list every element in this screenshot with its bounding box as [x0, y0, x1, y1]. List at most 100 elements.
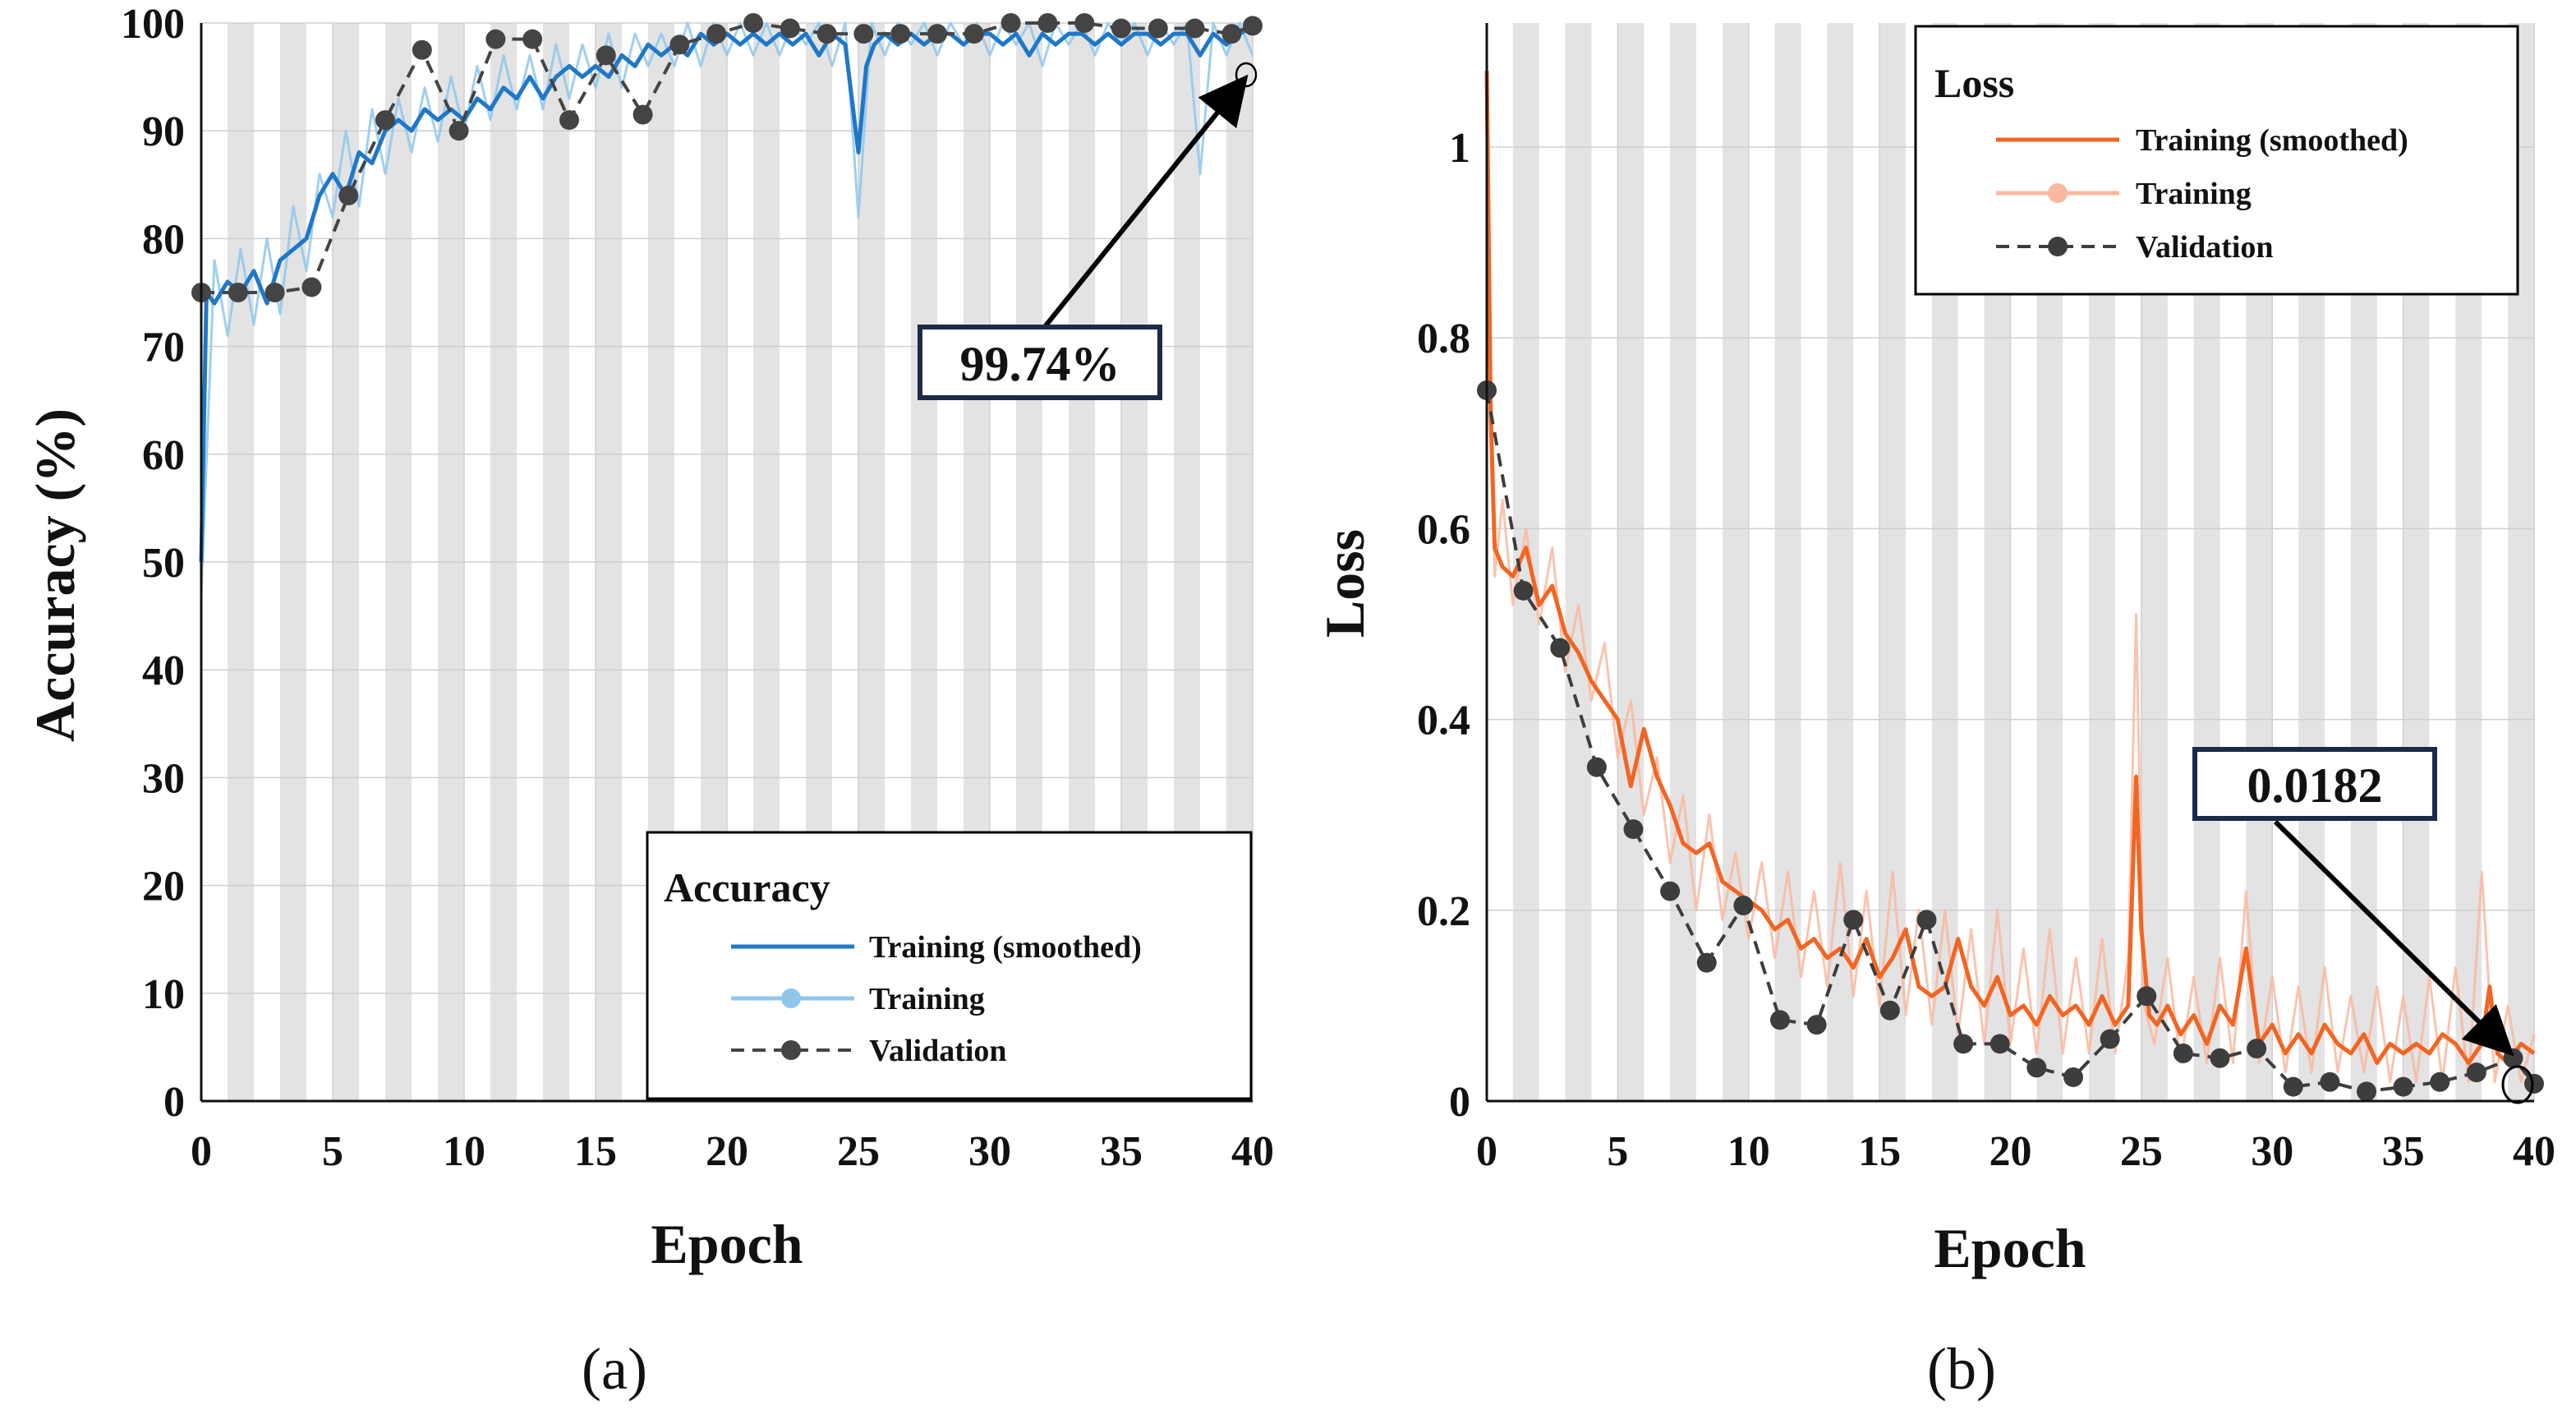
loss-validation-point — [2503, 1048, 2523, 1068]
accuracy-validation-point — [706, 24, 727, 44]
loss-annotation-box — [2192, 747, 2437, 821]
accuracy-axes — [200, 23, 1253, 1103]
accuracy-validation-point — [1074, 13, 1095, 33]
loss-epoch-band — [1617, 23, 1644, 1101]
accuracy-validation-point — [448, 121, 469, 141]
loss-x-tick-label: 15 — [1858, 1128, 1901, 1175]
loss-y-tick-label: 0.2 — [1417, 888, 1470, 935]
loss-validation-point — [1770, 1010, 1790, 1030]
loss-validation-point — [2026, 1058, 2047, 1078]
loss-x-tick-label: 25 — [2120, 1128, 2163, 1175]
loss-y-tick-label: 0.8 — [1417, 316, 1470, 362]
accuracy-validation-point — [743, 13, 763, 33]
accuracy-x-tick-label: 35 — [1100, 1128, 1143, 1175]
loss-validation-point — [1733, 895, 1754, 915]
loss-x-tick-label: 0 — [1476, 1128, 1497, 1175]
accuracy-validation-point — [522, 29, 543, 49]
accuracy-validation-point — [1243, 16, 1263, 36]
loss-validation-point — [1806, 1015, 1827, 1035]
loss-validation-point — [1513, 580, 1534, 601]
loss-x-tick-label: 40 — [2513, 1128, 2555, 1175]
accuracy-validation-point — [927, 24, 947, 44]
loss-validation-point — [1953, 1034, 1974, 1054]
accuracy-y-tick-label: 40 — [142, 647, 185, 694]
accuracy-y-tick-label: 10 — [142, 971, 185, 1018]
accuracy-validation-point — [1148, 18, 1168, 39]
loss-epoch-bands — [1512, 23, 2534, 1101]
accuracy-y-tick-label: 60 — [142, 432, 185, 479]
accuracy-legend-marker-validation — [781, 1040, 801, 1060]
accuracy-annotation-label: 99.74% — [960, 337, 1120, 391]
loss-x-tick-label: 5 — [1607, 1128, 1628, 1175]
loss-legend-entry-smoothed: Training (smoothed) — [2136, 123, 2408, 158]
loss-validation-point — [2393, 1076, 2413, 1097]
accuracy-validation-point — [853, 24, 874, 44]
accuracy-legend: Accuracy Training (smoothed) Training Va… — [646, 831, 1253, 1100]
accuracy-y-tick-label: 100 — [121, 1, 185, 48]
accuracy-validation-point — [669, 35, 690, 55]
loss-validation-point — [1990, 1034, 2010, 1054]
accuracy-validation-point — [816, 24, 837, 44]
loss-validation-point — [1660, 881, 1681, 901]
loss-validation-point — [2430, 1071, 2450, 1092]
loss-validation-point — [2210, 1048, 2230, 1068]
loss-axes — [1485, 23, 2534, 1103]
accuracy-validation-point — [1221, 24, 1242, 44]
accuracy-x-tick-label: 0 — [191, 1128, 212, 1175]
loss-legend-entry-training: Training — [2136, 177, 2252, 211]
loss-validation-point — [2137, 986, 2157, 1007]
accuracy-y-axis-label: Accuracy (%) — [24, 408, 86, 742]
accuracy-validation-point — [1111, 18, 1131, 39]
loss-y-tick-label: 0.4 — [1417, 698, 1470, 744]
loss-chart: 0 5 10 15 20 25 30 35 40 0 0.2 0.4 0.6 0.8 1 Epoch Lo… — [1313, 23, 2555, 1402]
loss-series-training — [1485, 194, 2536, 1084]
accuracy-legend-title: Accuracy — [664, 864, 830, 910]
loss-validation-point — [1550, 638, 1571, 658]
loss-y-tick-label: 0.6 — [1417, 506, 1470, 553]
loss-legend: Loss Training (smoothed) Training Valida… — [1914, 25, 2519, 296]
loss-epoch-band — [1565, 23, 1592, 1101]
loss-x-ticks: 0 5 10 15 20 25 30 35 40 — [1476, 1128, 2555, 1175]
accuracy-validation-point — [301, 277, 322, 297]
accuracy-validation-point — [632, 104, 653, 125]
panel-a-label: (a) — [582, 1336, 647, 1402]
accuracy-y-tick-label: 0 — [163, 1079, 185, 1126]
loss-epoch-band — [1879, 23, 1906, 1101]
accuracy-annotation-box — [918, 325, 1162, 400]
loss-x-tick-label: 20 — [1990, 1128, 2032, 1175]
accuracy-validation-point — [338, 185, 359, 205]
loss-annotation: 0.0182 — [2192, 747, 2534, 1104]
accuracy-legend-box — [646, 831, 1253, 1100]
loss-legend-marker-validation — [2048, 237, 2068, 256]
loss-validation-point — [1623, 819, 1644, 840]
accuracy-validation-point — [228, 283, 248, 302]
loss-y-tick-label: 0 — [1449, 1079, 1470, 1126]
loss-series-training-smoothed — [1484, 71, 2536, 1066]
loss-validation-point — [1586, 757, 1607, 777]
accuracy-annotation-arrow — [1041, 74, 1249, 330]
accuracy-validation-point — [412, 39, 432, 60]
accuracy-legend-entry-training: Training — [869, 982, 985, 1016]
accuracy-x-tick-label: 5 — [322, 1128, 343, 1175]
accuracy-validation-point — [559, 110, 579, 131]
accuracy-validation-point — [596, 45, 616, 66]
accuracy-y-tick-label: 30 — [142, 755, 185, 802]
accuracy-legend-marker-training — [781, 989, 801, 1008]
loss-annotation-circle — [2501, 1065, 2534, 1104]
loss-validation-point — [1879, 1000, 1900, 1021]
loss-annotation-arrow — [2273, 819, 2514, 1057]
loss-validation-point — [2063, 1067, 2083, 1087]
accuracy-validation-point — [780, 18, 800, 39]
accuracy-x-ticks: 0 5 10 15 20 25 30 35 40 — [191, 1128, 1274, 1175]
accuracy-y-tick-label: 80 — [142, 216, 185, 263]
accuracy-y-ticks: 0 10 20 30 40 50 60 70 80 90 100 — [121, 1, 185, 1126]
accuracy-x-tick-label: 40 — [1231, 1128, 1274, 1175]
loss-validation-point — [1843, 910, 1864, 930]
accuracy-validation-point — [1000, 13, 1021, 33]
accuracy-validation-point — [375, 110, 395, 131]
loss-legend-title: Loss — [1934, 60, 2014, 106]
accuracy-validation-point — [1037, 13, 1058, 33]
accuracy-x-tick-label: 20 — [706, 1128, 748, 1175]
accuracy-x-tick-label: 10 — [443, 1128, 485, 1175]
loss-x-tick-label: 30 — [2251, 1128, 2293, 1175]
